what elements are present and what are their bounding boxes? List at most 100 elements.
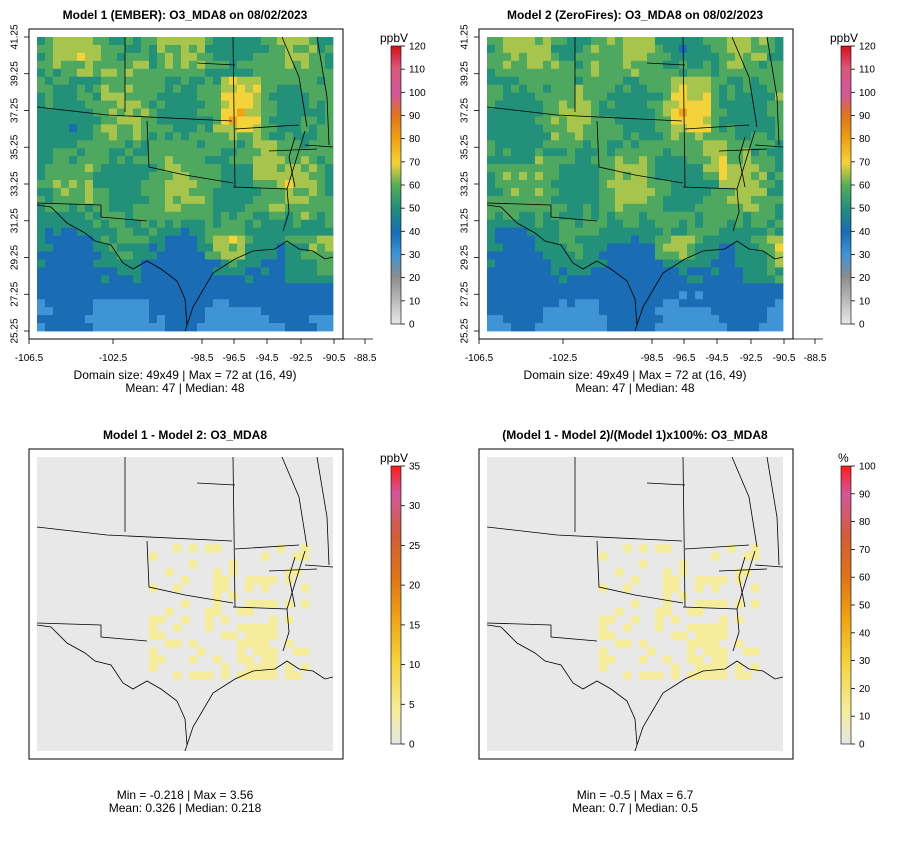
grid-cell [695, 76, 704, 86]
grid-cell [591, 259, 600, 268]
grid-cell [591, 140, 600, 149]
grid-cell [157, 44, 166, 54]
grid-cell [751, 148, 760, 157]
grid-cell [767, 267, 776, 276]
grid-cell [213, 315, 222, 324]
grid-cell [45, 211, 54, 221]
grid-cell [245, 100, 254, 109]
grid-cell [767, 315, 776, 324]
grid-cell [253, 180, 262, 189]
grid-cell [253, 663, 262, 672]
grid-cell [671, 671, 680, 680]
grid-cell [751, 52, 760, 62]
grid-cell [559, 84, 568, 94]
grid-cell [317, 44, 326, 54]
grid-cell [655, 60, 664, 70]
grid-cell [647, 164, 656, 173]
grid-cell [695, 623, 704, 633]
grid-cell [141, 116, 150, 125]
grid-cell [101, 124, 110, 133]
grid-cell [261, 132, 270, 141]
grid-cell [639, 180, 648, 189]
grid-cell [245, 156, 254, 165]
grid-cell [181, 615, 190, 625]
grid-cell [173, 283, 182, 292]
grid-cell [157, 164, 166, 173]
grid-cell [743, 671, 752, 680]
grid-cell [615, 76, 624, 86]
grid-cell [253, 37, 262, 46]
grid-cell [527, 299, 536, 308]
grid-cell [519, 275, 528, 284]
grid-cell [679, 148, 688, 157]
grid-cell [695, 211, 704, 221]
grid-cell [245, 671, 254, 680]
grid-cell [639, 639, 648, 649]
grid-cell [181, 76, 190, 86]
grid-cell [189, 52, 198, 62]
grid-cell [775, 227, 784, 237]
grid-cell [277, 132, 286, 141]
grid-cell [663, 108, 672, 117]
grid-cell [559, 76, 568, 86]
grid-cell [61, 68, 70, 78]
y-tick-label: 39.25 [10, 61, 21, 86]
grid-cell [719, 615, 728, 625]
grid-cell [293, 100, 302, 109]
grid-cell [711, 108, 720, 117]
grid-cell [141, 108, 150, 117]
grid-cell [141, 219, 150, 229]
grid-cell [237, 639, 246, 649]
grid-cell [37, 243, 46, 252]
grid-cell [77, 52, 86, 62]
grid-cell [309, 211, 318, 221]
grid-cell [285, 211, 294, 221]
grid-cell [165, 211, 174, 221]
grid-cell [277, 235, 286, 244]
grid-cell [623, 291, 632, 300]
legend-tick-label: 30 [859, 656, 871, 667]
grid-cell [261, 140, 270, 149]
grid-cell [511, 68, 520, 78]
grid-cell [511, 148, 520, 157]
grid-cell [77, 92, 86, 101]
state-border [268, 568, 318, 572]
grid-cell [197, 68, 206, 78]
grid-cell [671, 100, 680, 109]
grid-cell [309, 76, 318, 86]
grid-cell [221, 299, 230, 308]
grid-cell [197, 164, 206, 173]
state-border [754, 564, 784, 568]
y-tick-label: 37.25 [10, 98, 21, 123]
state-border [232, 456, 236, 608]
grid-cell [45, 108, 54, 117]
grid-cell [69, 275, 78, 284]
grid-cell [205, 52, 214, 62]
grid-cell [495, 243, 504, 252]
grid-cell [69, 180, 78, 189]
grid-cell [711, 37, 720, 46]
grid-cell [93, 156, 102, 165]
grid-cell [591, 84, 600, 94]
mean-median-stats: Mean: 0.326 | Median: 0.218 [109, 801, 262, 815]
grid-cell [261, 576, 270, 585]
grid-cell [599, 275, 608, 284]
grid-cell [149, 180, 158, 189]
grid-cell [229, 156, 238, 165]
grid-cell [775, 116, 784, 125]
grid-cell [495, 100, 504, 109]
grid-cell [751, 291, 760, 300]
grid-cell [631, 283, 640, 292]
grid-cell [759, 307, 768, 316]
grid-cell [197, 37, 206, 46]
grid-cell [213, 607, 222, 617]
panel-title: Model 1 - Model 2: O3_MDA8 [103, 428, 267, 442]
grid-cell [751, 584, 760, 593]
grid-cell [599, 116, 608, 125]
grid-cell [727, 251, 736, 260]
grid-cell [671, 243, 680, 252]
grid-cell [647, 124, 656, 133]
grid-cell [703, 84, 712, 94]
grid-cell [511, 315, 520, 324]
grid-cell [719, 132, 728, 141]
